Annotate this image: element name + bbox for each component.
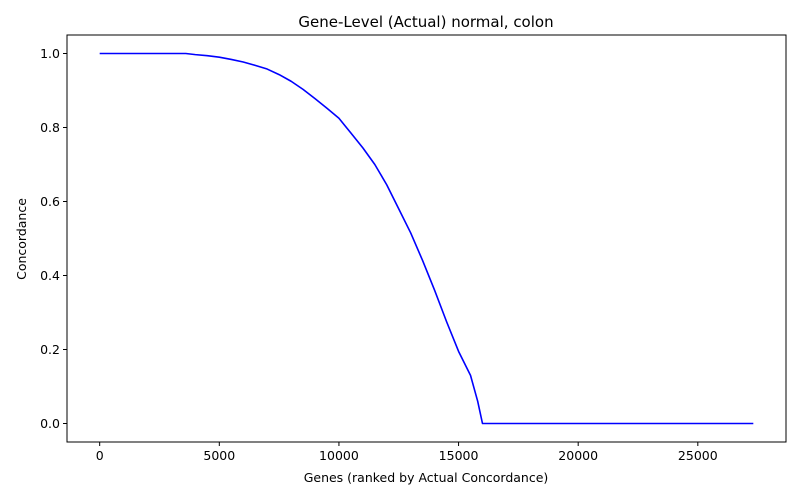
plot-frame (66, 34, 787, 443)
x-tick-label: 5000 (203, 448, 235, 463)
x-axis-ticks: 0 5000 10000 15000 20000 25000 (96, 442, 718, 463)
chart-title: Gene-Level (Actual) normal, colon (298, 13, 553, 31)
x-axis-label: Genes (ranked by Actual Concordance) (304, 470, 549, 485)
y-axis-ticks: 0.0 0.2 0.4 0.6 0.8 1.0 (40, 46, 67, 431)
y-axis-label: Concordance (14, 198, 29, 280)
y-tick-label: 0.6 (40, 194, 60, 209)
x-tick-label: 20000 (558, 448, 598, 463)
x-tick-label: 25000 (678, 448, 718, 463)
y-tick-label: 1.0 (40, 46, 60, 61)
plot-area (66, 34, 787, 443)
y-tick-label: 0.8 (40, 120, 60, 135)
y-tick-label: 0.4 (40, 268, 60, 283)
x-tick-label: 0 (96, 448, 104, 463)
series-line-0 (99, 52, 754, 425)
y-tick-label: 0.2 (40, 342, 60, 357)
y-tick-label: 0.0 (40, 416, 60, 431)
x-tick-label: 15000 (439, 448, 479, 463)
x-tick-label: 10000 (319, 448, 359, 463)
